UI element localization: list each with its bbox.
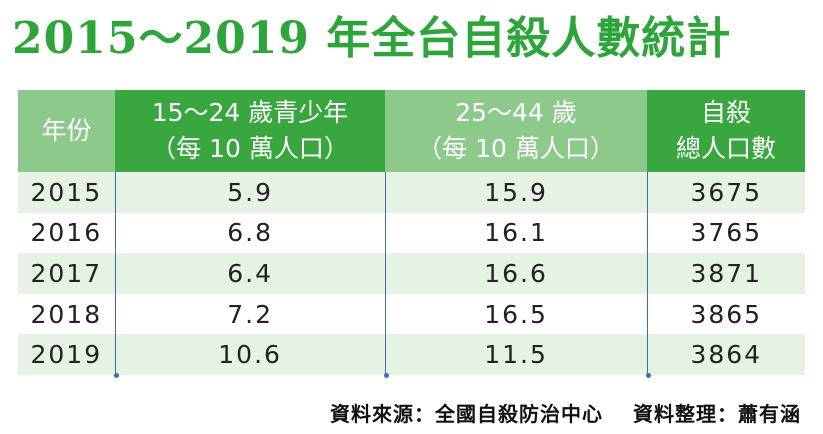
cell-total: 3871 <box>690 258 763 288</box>
table-row: 2018 7.2 16.5 3865 <box>18 293 805 335</box>
compiler-credit: 資料整理：蕭有涵 <box>633 402 801 426</box>
cell-year: 2018 <box>18 293 116 335</box>
header-total: 自殺 總人口數 <box>647 90 805 172</box>
source-footer: 資料來源：全國自殺防治中心 資料整理：蕭有涵 <box>330 398 801 427</box>
statistics-table: 年份 15～24 歲青少年 （每 10 萬人口） 25～44 歲 （每 10 萬… <box>18 90 805 375</box>
divider-end-dot <box>384 373 389 378</box>
header-year: 年份 <box>18 90 115 172</box>
header-youth-line1: 15～24 歲青少年 <box>151 98 349 127</box>
table-row: 2015 5.9 15.9 3675 <box>18 172 805 213</box>
cell-youth: 7.2 <box>116 293 386 335</box>
cell-youth: 6.8 <box>116 212 386 254</box>
cell-youth: 6.4 <box>116 253 386 294</box>
table-row: 2017 6.4 16.6 3871 <box>18 253 805 294</box>
cell-total: 3675 <box>690 177 763 207</box>
cell-year: 2017 <box>18 253 116 294</box>
cell-youth: 10.6 <box>116 334 386 375</box>
cell-total: 3765 <box>690 218 763 248</box>
divider-end-dot <box>646 373 651 378</box>
header-total-line1: 自殺 <box>700 98 751 127</box>
cell-adult: 15.9 <box>386 172 648 213</box>
header-year-label: 年份 <box>41 116 92 145</box>
header-youth-line2: （每 10 萬人口） <box>151 134 349 163</box>
table-row: 2016 6.8 16.1 3765 <box>18 212 805 254</box>
cell-year: 2016 <box>18 212 116 254</box>
table-row: 2019 10.6 11.5 3864 <box>18 334 805 375</box>
header-total-line2: 總人口數 <box>675 134 776 163</box>
cell-year: 2015 <box>18 172 116 213</box>
page-title: 2015～2019 年全台自殺人數統計 <box>12 13 732 64</box>
source-credit: 資料來源：全國自殺防治中心 <box>330 402 603 426</box>
cell-adult: 16.6 <box>386 253 648 294</box>
cell-youth: 5.9 <box>116 172 386 213</box>
header-adult-line1: 25～44 歲 <box>455 98 577 127</box>
cell-year: 2019 <box>18 334 116 375</box>
cell-adult: 16.1 <box>386 212 648 254</box>
cell-total: 3864 <box>690 340 763 370</box>
header-youth: 15～24 歲青少年 （每 10 萬人口） <box>115 90 385 172</box>
header-adult-line2: （每 10 萬人口） <box>417 134 615 163</box>
header-adult: 25～44 歲 （每 10 萬人口） <box>385 90 647 172</box>
cell-adult: 16.5 <box>386 293 648 335</box>
table-header: 年份 15～24 歲青少年 （每 10 萬人口） 25～44 歲 （每 10 萬… <box>18 90 805 172</box>
cell-adult: 11.5 <box>386 334 648 375</box>
divider-end-dot <box>114 373 119 378</box>
cell-total: 3865 <box>690 299 763 329</box>
